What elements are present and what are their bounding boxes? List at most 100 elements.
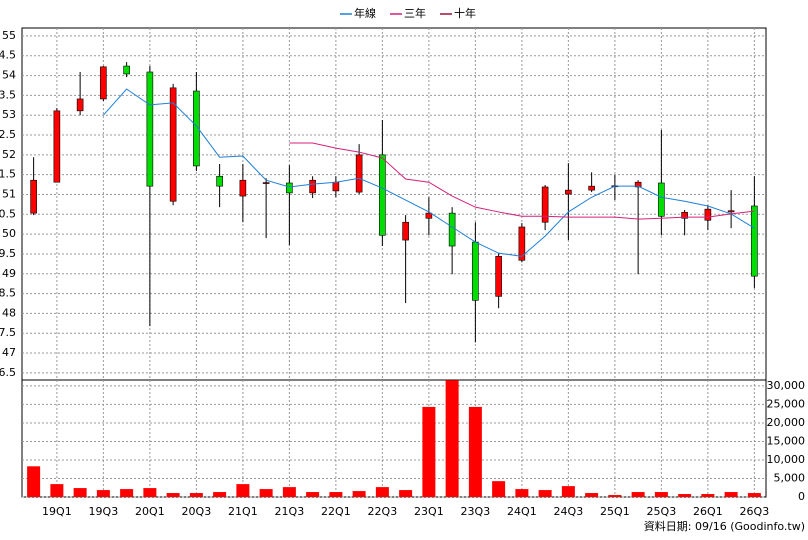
legend-label: 三年 [404,6,426,20]
y2-tick-label: 0 [798,490,805,503]
candle-body [332,181,340,192]
candle-body [448,212,456,247]
y-tick-label: 4.5 [0,49,16,62]
volume-bar [306,492,320,497]
volume-bar [213,492,227,497]
y2-tick-label: 5,000 [774,471,806,484]
y-tick-label: 7.5 [0,326,16,339]
volume-bar [515,489,529,497]
x-tick-label: 24Q1 [507,505,537,518]
candle-body [100,66,107,100]
volume-bar [445,380,459,497]
legend-label: 十年 [454,6,476,20]
volume-bar [143,488,157,497]
candle-body [681,212,688,219]
y-tick-label: 0.5 [0,207,16,220]
volume-bar [678,494,692,497]
x-tick-label: 26Q3 [740,505,770,518]
candle-body [472,241,479,301]
y2-tick-label: 15,000 [767,434,806,447]
candle-body [169,87,177,202]
volume-bar [631,492,645,497]
candle-body [751,205,758,277]
y-tick-label: 47 [2,346,16,359]
y-tick-label: 1.5 [0,168,16,181]
candle-body [216,175,223,187]
y2-tick-label: 30,000 [767,379,806,392]
y2-tick-label: 10,000 [767,453,806,466]
volume-bar [538,490,552,497]
y-tick-label: 53 [2,108,16,121]
volume-bar [422,406,436,497]
y-tick-label: 2.5 [0,128,16,141]
volume-bar [399,490,413,497]
candle-body [565,189,572,195]
candle-body [262,182,270,184]
volume-bar [120,489,134,497]
volume-bar [492,481,506,497]
candle-body [658,182,665,217]
candle-body [193,90,200,167]
x-tick-label: 26Q1 [693,505,723,518]
candle-body [425,212,433,219]
volume-bar [73,488,87,497]
x-tick-label: 21Q3 [275,505,305,518]
candle-body [379,154,386,236]
volume-bar [282,487,296,497]
candle-body [30,179,37,214]
volume-bar [166,493,180,497]
y-tick-label: 8.5 [0,287,16,300]
candle-body [541,186,549,223]
footer-note: 資料日期: 09/16 (Goodinfo.tw) [644,519,805,533]
x-tick-label: 25Q3 [647,505,677,518]
candle-body [727,210,735,213]
y-tick-label: 54 [2,69,16,82]
x-tick-label: 25Q1 [600,505,630,518]
volume-bar [701,494,715,497]
candle-body [123,65,130,75]
volume-bar [608,495,622,497]
y2-tick-label: 25,000 [767,397,806,410]
y-tick-label: 51 [2,187,16,200]
x-tick-label: 21Q1 [228,505,258,518]
ma-line [289,142,755,220]
candle-body [53,110,61,183]
candle-body [286,182,293,194]
x-tick-label: 22Q3 [368,505,398,518]
candle-body [704,208,712,221]
candle-body [146,71,154,187]
y-tick-label: 3.5 [0,88,16,101]
volume-bar [329,492,343,497]
x-tick-label: 23Q1 [414,505,444,518]
volume-bar [352,491,366,497]
volume-bar [27,466,41,497]
volume-bar [96,490,110,497]
y2-tick-label: 20,000 [767,416,806,429]
y-tick-label: 9.5 [0,247,16,260]
volume-bar [585,493,599,497]
y-tick-label: 6.5 [0,366,16,379]
x-tick-label: 20Q3 [182,505,212,518]
volume-bar [236,484,250,497]
x-tick-label: 23Q3 [461,505,491,518]
y-tick-label: 52 [2,148,16,161]
volume-bar [561,486,575,497]
candle-body [76,98,84,112]
x-tick-label: 19Q3 [89,505,119,518]
volume-bar [724,492,738,497]
y-tick-label: 48 [2,306,16,319]
candle-body [518,226,526,261]
volume-bar [747,493,761,497]
y-tick-label: 49 [2,267,16,280]
volume-bar [189,493,203,497]
legend-label: 年線 [354,6,376,20]
candle-body [634,181,642,188]
candle-body [355,154,363,193]
x-tick-label: 20Q1 [135,505,165,518]
candle-body [402,221,409,241]
volume-bar [259,489,273,497]
candle-body [495,256,502,297]
y-tick-label: 50 [2,227,16,240]
plot-frame [21,27,767,498]
